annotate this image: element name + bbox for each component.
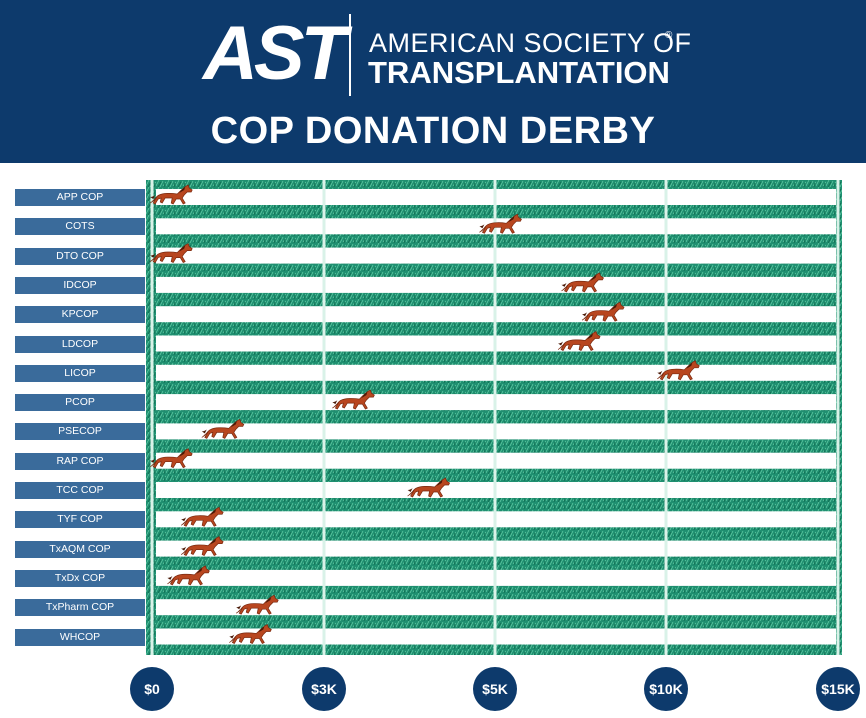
- x-tick-label: $0: [130, 667, 174, 711]
- x-tick-label: $10K: [644, 667, 688, 711]
- lane-label: IDCOP: [15, 276, 145, 294]
- lane-label: WHCOP: [15, 628, 145, 646]
- lane-label: TxPharm COP: [15, 599, 145, 617]
- lane-label: COTS: [15, 218, 145, 236]
- registered-mark: ®: [665, 30, 673, 41]
- lane-label: RAP COP: [15, 452, 145, 470]
- logo-divider: [349, 14, 351, 96]
- grid-line: [322, 180, 326, 655]
- lane-label: PSECOP: [15, 423, 145, 441]
- ast-logo: AST: [203, 11, 347, 96]
- header-banner: AST AMERICAN SOCIETY OF ® TRANSPLANTATIO…: [0, 0, 866, 163]
- lane-label: TxAQM COP: [15, 540, 145, 558]
- org-name-line2: TRANSPLANTATION: [368, 55, 670, 90]
- grid-line: [664, 180, 668, 655]
- lane-label: DTO COP: [15, 247, 145, 265]
- lane-label: APP COP: [15, 189, 145, 206]
- x-tick-label: $15K: [816, 667, 860, 711]
- grid-line: [150, 180, 154, 655]
- lane-label: KPCOP: [15, 306, 145, 324]
- race-track-chart: [146, 180, 842, 655]
- lane-label: LDCOP: [15, 335, 145, 353]
- org-name-line1: AMERICAN SOCIETY OF: [369, 28, 692, 58]
- grid-line: [493, 180, 497, 655]
- x-tick-label: $5K: [473, 667, 517, 711]
- lane-label: TCC COP: [15, 482, 145, 499]
- page-title: COP DONATION DERBY: [210, 110, 656, 152]
- lane-label: TxDx COP: [15, 569, 145, 587]
- grid-line: [836, 180, 840, 655]
- lane-label: PCOP: [15, 394, 145, 412]
- lane-label: TYF COP: [15, 511, 145, 529]
- x-tick-label: $3K: [302, 667, 346, 711]
- lane-label: LICOP: [15, 364, 145, 382]
